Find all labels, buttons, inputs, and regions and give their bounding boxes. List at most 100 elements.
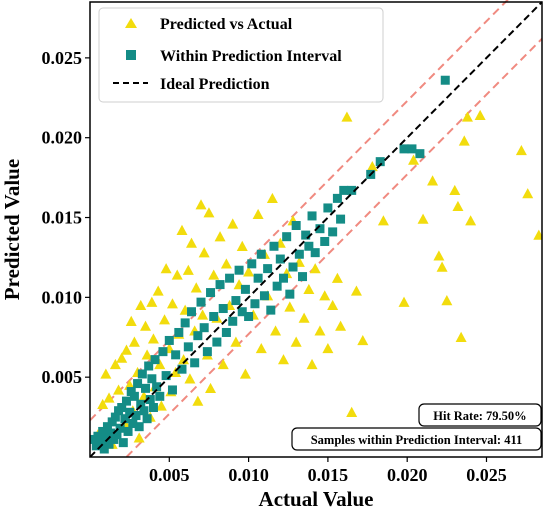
predicted-point xyxy=(208,269,220,280)
x-tick-label: 0.015 xyxy=(308,465,349,485)
predicted-point xyxy=(140,320,152,331)
predicted-point xyxy=(152,285,164,296)
within-interval-point xyxy=(266,305,276,315)
within-interval-point xyxy=(263,264,273,274)
within-interval-point xyxy=(133,379,143,389)
y-tick-label: 0.005 xyxy=(42,367,83,387)
predicted-point xyxy=(198,247,210,258)
predicted-point xyxy=(133,432,145,443)
legend-square-marker xyxy=(126,50,136,60)
within-interval-point xyxy=(193,331,203,341)
within-interval-point xyxy=(152,382,162,392)
within-interval-point xyxy=(164,335,174,345)
within-interval-point xyxy=(99,444,109,454)
within-interval-point xyxy=(209,312,219,322)
within-interval-point xyxy=(139,406,149,416)
predicted-point xyxy=(331,272,343,283)
within-interval-point xyxy=(121,396,131,406)
legend-label-ideal: Ideal Prediction xyxy=(160,76,270,93)
predicted-point xyxy=(357,334,369,346)
within-interval-point xyxy=(155,391,165,401)
within-interval-point xyxy=(247,259,257,269)
within-interval-point xyxy=(137,369,147,379)
within-interval-point xyxy=(129,391,139,401)
predicted-point xyxy=(182,264,194,275)
y-axis-label: Predicted Value xyxy=(0,159,24,300)
within-interval-point xyxy=(244,312,254,322)
predicted-point xyxy=(141,349,153,360)
predicted-point xyxy=(303,283,315,295)
predicted-point xyxy=(522,188,534,199)
within-interval-point xyxy=(336,214,346,224)
predicted-point xyxy=(205,382,217,394)
within-interval-point xyxy=(145,395,155,405)
within-interval-point xyxy=(339,185,349,195)
within-interval-point xyxy=(177,364,187,374)
predicted-point xyxy=(309,263,321,274)
samples-text: Samples within Prediction Interval: 411 xyxy=(311,433,523,447)
predicted-point xyxy=(441,295,453,306)
predicted-point xyxy=(186,237,198,248)
predicted-point xyxy=(217,358,229,370)
within-interval-point xyxy=(375,157,385,167)
within-interval-point xyxy=(110,412,120,422)
within-interval-point xyxy=(180,318,190,328)
predicted-point xyxy=(455,331,467,342)
predicted-point xyxy=(176,224,188,235)
predicted-point xyxy=(433,250,445,261)
within-interval-point xyxy=(101,433,111,443)
predicted-point xyxy=(427,175,439,186)
within-interval-point xyxy=(136,399,146,409)
within-interval-point xyxy=(234,265,244,275)
within-interval-point xyxy=(399,144,409,154)
within-interval-point xyxy=(112,430,122,440)
predicted-point xyxy=(346,406,358,417)
within-interval-point xyxy=(187,307,197,317)
within-interval-point xyxy=(256,249,266,259)
within-interval-point xyxy=(440,75,450,85)
predicted-point xyxy=(166,298,178,309)
predicted-point xyxy=(322,342,334,354)
ideal-prediction-line xyxy=(90,1,542,457)
within-interval-points xyxy=(90,75,450,454)
predicted-point xyxy=(171,269,183,280)
predicted-point xyxy=(100,368,112,379)
predicted-point xyxy=(113,384,125,395)
within-interval-point xyxy=(202,347,212,357)
within-interval-point xyxy=(107,417,117,427)
within-interval-point xyxy=(320,236,330,246)
predicted-point xyxy=(417,213,429,224)
predicted-point xyxy=(239,368,251,379)
within-interval-point xyxy=(183,342,193,352)
within-interval-point xyxy=(91,441,101,451)
predicted-point xyxy=(452,200,464,212)
predicted-point xyxy=(147,333,159,344)
predicted-point xyxy=(366,160,378,172)
within-interval-point xyxy=(144,361,154,371)
within-interval-point xyxy=(259,291,269,301)
y-tick-label: 0.010 xyxy=(42,287,83,307)
predicted-point xyxy=(398,296,410,307)
predicted-point xyxy=(184,373,196,384)
predicted-point xyxy=(298,312,310,323)
predicted-point xyxy=(284,301,296,312)
within-interval-point xyxy=(167,385,177,395)
legend-triangle-marker xyxy=(125,18,137,28)
predicted-point xyxy=(154,358,166,370)
within-interval-point xyxy=(294,249,304,259)
within-interval-point xyxy=(190,358,200,368)
predicted-point xyxy=(109,358,121,370)
y-tick-label: 0.025 xyxy=(42,48,83,68)
within-interval-point xyxy=(278,273,288,283)
predicted-point xyxy=(277,354,289,365)
predicted-point xyxy=(128,336,140,347)
predicted-point xyxy=(290,336,302,347)
within-interval-point xyxy=(315,224,325,234)
ideal-prediction-line-group xyxy=(90,1,542,457)
predicted-point xyxy=(327,299,339,311)
within-interval-point xyxy=(288,262,298,272)
within-interval-point xyxy=(218,304,228,314)
predicted-point xyxy=(197,309,209,320)
within-interval-point xyxy=(250,299,260,309)
